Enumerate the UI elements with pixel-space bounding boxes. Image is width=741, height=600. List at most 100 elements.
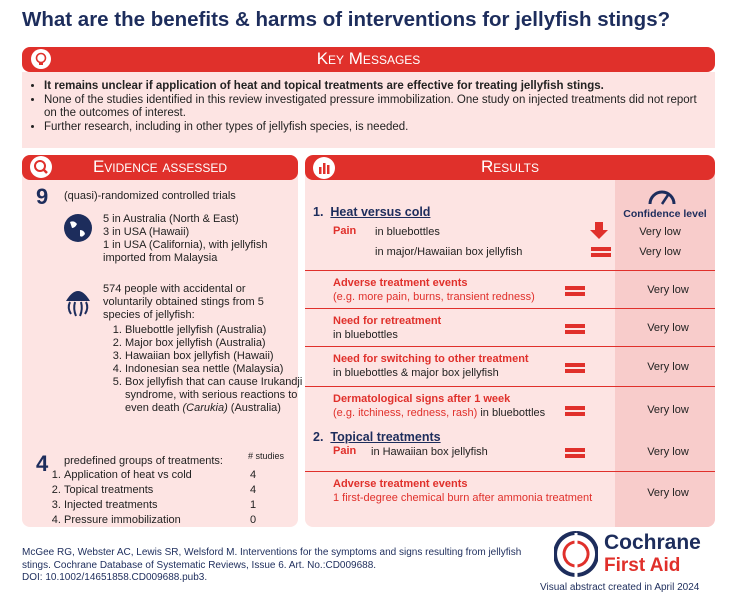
evidence-panel [22, 155, 298, 527]
outcome-detail: 1 first-degree chemical burn after ammon… [333, 492, 593, 504]
locations: 5 in Australia (North & East) 3 in USA (… [103, 213, 283, 265]
no-difference-icon [565, 362, 585, 374]
groups-count: 4 [36, 451, 49, 476]
outcome-detail-text: (e.g. itchiness, redness, rash) [333, 407, 478, 419]
location: 3 in USA (Hawaii) [103, 226, 190, 238]
species: Hawaiian box jellyfish (Hawaii) [125, 350, 315, 363]
outcome-detail-tail: in bluebottles [477, 407, 546, 419]
group-studies: 1 [250, 499, 257, 511]
logo-line1: Cochrane [604, 531, 701, 554]
species: Major box jellyfish (Australia) [125, 337, 315, 350]
section-name: Heat versus cold [330, 205, 431, 219]
section-title: 1. Heat versus cold [313, 205, 430, 219]
outcome: Need for retreatment in bluebottles Very l… [305, 308, 715, 347]
confidence: Very low [639, 226, 681, 238]
results-panel: Results Confidence level 1. Heat versus … [305, 155, 715, 527]
outcome-label: Need for switching to other treatment [333, 353, 529, 365]
results-heading: Results [305, 155, 715, 180]
section-number: 1. [313, 205, 324, 219]
outcome-detail: in major/Hawaiian box jellyfish [375, 246, 523, 258]
outcome-detail: in Hawaiian box jellyfish [371, 446, 488, 458]
group-label: Application of heat vs cold [64, 469, 192, 481]
group-label: Pressure immobilization [64, 514, 181, 526]
globe-icon [64, 214, 92, 242]
cochrane-logo-icon [554, 531, 598, 577]
outcome: Pain in bluebottles Very low in major/Ha… [333, 222, 715, 270]
species-tail: (Australia) [227, 402, 281, 414]
outcome: Adverse treatment events 1 first-degree c… [305, 471, 715, 514]
outcome-label: Adverse treatment events [333, 277, 468, 289]
citation: McGee RG, Webster AC, Lewis SR, Welsford… [22, 547, 542, 585]
outcome-label: Adverse treatment events [333, 478, 468, 490]
no-difference-icon [565, 405, 585, 417]
groups-text: predefined groups of treatments: [64, 455, 223, 467]
confidence: Very low [639, 246, 681, 258]
group-label: Injected treatments [64, 499, 158, 511]
key-heading: Key Messages [22, 47, 715, 72]
key-item: None of the studies identified in this r… [44, 94, 703, 121]
group: Pressure immobilization 0 [64, 514, 291, 527]
location: 1 in USA (California), with jellyfish im… [103, 239, 268, 264]
species-list: Bluebottle jellyfish (Australia) Major b… [103, 324, 315, 415]
footer: Visual abstract created in April 2024 [540, 582, 700, 593]
group: Application of heat vs cold 4 [64, 469, 291, 482]
studies-header: # studies [248, 451, 285, 461]
outcome-detail: in bluebottles & major box jellyfish [333, 367, 499, 379]
group-label: Topical treatments [64, 484, 154, 496]
confidence-column [615, 155, 715, 527]
species: Bluebottle jellyfish (Australia) [125, 324, 315, 337]
search-icon [30, 156, 52, 178]
outcome: Adverse treatment events (e.g. more pain,… [305, 270, 715, 309]
outcome-detail: (e.g. more pain, burns, transient rednes… [333, 291, 535, 303]
key-item: Further research, including in other typ… [44, 121, 703, 135]
confidence: Very low [647, 361, 689, 373]
groups-list: Application of heat vs cold 4 Topical tre… [56, 469, 291, 527]
group-studies: 4 [250, 484, 257, 496]
outcome: Need for switching to other treatment in … [305, 346, 715, 387]
outcome-detail: in bluebottles [375, 226, 440, 238]
no-difference-icon [565, 285, 585, 297]
confidence-header: Confidence level [623, 208, 707, 220]
species: Indonesian sea nettle (Malaysia) [125, 363, 315, 376]
section-number: 2. [313, 430, 324, 444]
confidence: Very low [647, 404, 689, 416]
chart-icon [313, 157, 335, 179]
title: What are the benefits & harms of interve… [22, 8, 671, 31]
participants: 574 people with accidental or voluntaril… [103, 283, 264, 321]
outcome-label: Pain [333, 225, 357, 237]
section-title: 2. Topical treatments [313, 430, 441, 444]
species-text: Box jellyfish that can cause Irukandji s… [125, 376, 303, 414]
key-box: It remains unclear if application of hea… [22, 72, 715, 148]
bulb-icon [31, 49, 51, 69]
citation-text: McGee RG, Webster AC, Lewis SR, Welsford… [22, 547, 522, 571]
outcome-label: Dermatological signs after 1 week [333, 393, 511, 405]
no-difference-icon [565, 447, 585, 459]
outcome: Dermatological signs after 1 week (e.g. i… [305, 386, 715, 432]
group: Injected treatments 1 [64, 499, 291, 512]
citation-doi: DOI: 10.1002/14651858.CD009688.pub3. [22, 572, 208, 583]
outcome-detail: in bluebottles [333, 329, 398, 341]
outcome: Pain in Hawaiian box jellyfish Very low [305, 445, 715, 471]
trials-text: (quasi)-randomized controlled trials [64, 190, 236, 202]
outcome-detail: (e.g. itchiness, redness, rash) in blueb… [333, 407, 618, 420]
species-italic: (Carukia) [182, 402, 228, 414]
section-name: Topical treatments [330, 430, 441, 444]
jellyfish-icon [66, 291, 90, 317]
species: Box jellyfish that can cause Irukandji s… [125, 376, 315, 415]
logo-line2: First Aid [604, 555, 681, 576]
gauge-icon [648, 190, 676, 205]
trials-count: 9 [36, 184, 49, 209]
group-studies: 0 [250, 514, 257, 526]
confidence: Very low [647, 284, 689, 296]
key-item: It remains unclear if application of hea… [44, 80, 703, 94]
no-difference-icon [565, 323, 585, 335]
outcome-label: Need for retreatment [333, 315, 442, 327]
group: Topical treatments 4 [64, 484, 291, 497]
confidence: Very low [647, 446, 689, 458]
evidence-heading: Evidence assessed [22, 155, 298, 180]
arrow-down-icon [590, 222, 608, 239]
no-difference-icon [591, 246, 611, 258]
group-studies: 4 [250, 469, 257, 481]
location: 5 in Australia (North & East) [103, 213, 239, 225]
